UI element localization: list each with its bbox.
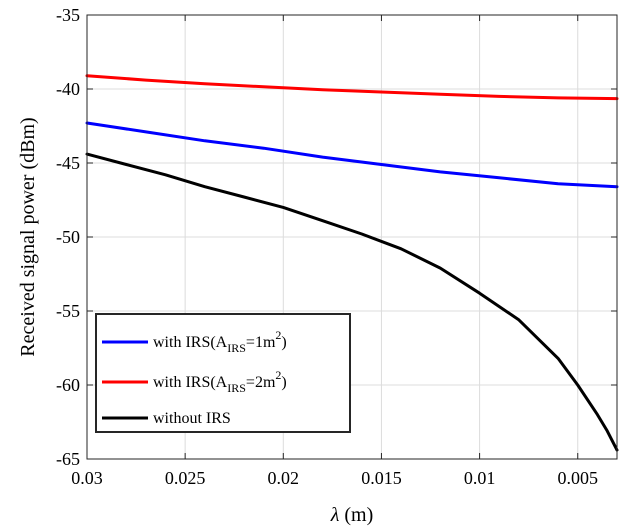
legend-label: with IRS(AIRS=1m2) xyxy=(153,328,287,355)
legend-label: with IRS(AIRS=2m2) xyxy=(153,368,287,395)
x-tick-label: 0.015 xyxy=(361,468,402,488)
y-tick-label: -65 xyxy=(56,449,80,469)
legend-box xyxy=(95,313,351,433)
axis-ticks xyxy=(86,14,617,460)
y-tick-label: -60 xyxy=(56,375,80,395)
x-axis-label: λ (m) xyxy=(330,504,374,526)
legend-label-text: ) xyxy=(281,374,286,391)
x-axis-label-symbol: λ xyxy=(330,504,340,526)
x-tick-label: 0.025 xyxy=(165,468,206,488)
legend-label-text: without IRS xyxy=(153,410,231,427)
legend-label-text: with IRS(A xyxy=(153,334,228,351)
y-tick-label: -35 xyxy=(56,5,80,25)
legend-label-subscript: IRS xyxy=(227,381,246,395)
y-tick-label: -45 xyxy=(56,153,80,173)
legend-label-text: with IRS(A xyxy=(153,374,228,391)
x-axis-label-unit: (m) xyxy=(339,504,373,526)
legend-label-text: ) xyxy=(281,334,286,351)
series-line xyxy=(85,152,619,452)
y-tick-label: -55 xyxy=(56,301,80,321)
x-tick-label: 0.03 xyxy=(71,468,103,488)
series-line xyxy=(85,74,619,101)
legend-label: without IRS xyxy=(153,410,231,427)
legend-label-text: =1m xyxy=(246,334,276,351)
legend-label-superscript: 2 xyxy=(275,368,281,382)
legend: with IRS(AIRS=1m2)with IRS(AIRS=2m2)with… xyxy=(95,313,351,433)
legend-label-subscript: IRS xyxy=(227,341,246,355)
series-line xyxy=(85,121,619,189)
x-tick-label: 0.005 xyxy=(557,468,598,488)
x-tick-label: 0.02 xyxy=(268,468,300,488)
y-tick-label: -50 xyxy=(56,227,80,247)
x-tick-label: 0.01 xyxy=(464,468,496,488)
tick-labels: 0.03 0.025 0.02 0.015 0.01 0.005 -35 -40 -45 -50 -… xyxy=(56,5,598,488)
data-series xyxy=(85,74,619,452)
y-axis-label: Received signal power (dBm) xyxy=(17,117,39,356)
legend-label-superscript: 2 xyxy=(275,328,281,342)
legend-label-text: =2m xyxy=(246,374,276,391)
y-tick-label: -40 xyxy=(56,79,80,99)
